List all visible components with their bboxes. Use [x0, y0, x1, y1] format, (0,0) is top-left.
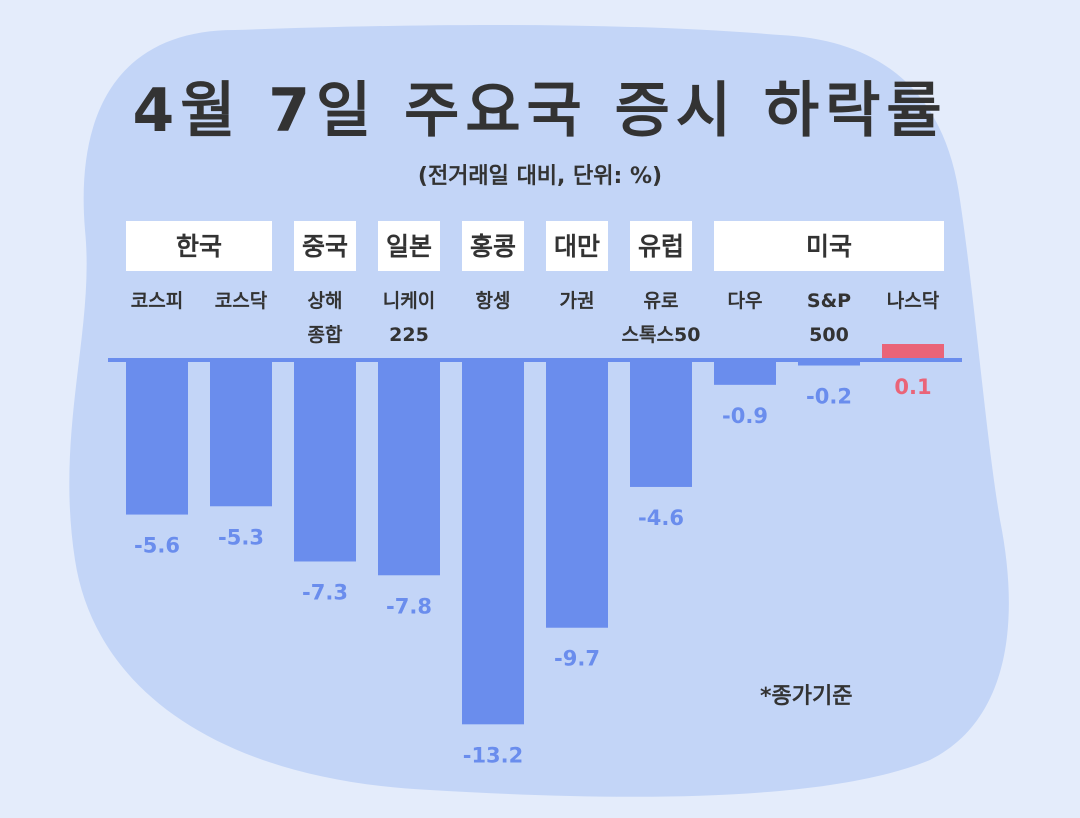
- category-label: 다우: [728, 290, 763, 312]
- value-label: -0.2: [806, 385, 852, 409]
- group-label: 중국: [302, 232, 348, 261]
- bar: [210, 360, 272, 507]
- category-label: 니케이: [383, 290, 435, 312]
- group-label: 유럽: [638, 232, 684, 261]
- group-label-box: [294, 221, 356, 271]
- group-label-box: [546, 221, 608, 271]
- category-label: 코스닥: [215, 290, 268, 312]
- bar: [462, 360, 524, 725]
- chart-title: 4월 7일 주요국 증시 하락률: [132, 76, 948, 146]
- bar: [378, 360, 440, 576]
- category-label: 항셍: [476, 290, 511, 312]
- value-label: -9.7: [554, 647, 600, 671]
- category-label: 유로: [644, 290, 679, 312]
- value-label: 0.1: [894, 375, 931, 399]
- value-label: -7.3: [302, 580, 348, 604]
- group-label-box: [378, 221, 440, 271]
- bar: [630, 360, 692, 487]
- group-label: 한국: [176, 232, 222, 261]
- group-label: 대만: [554, 232, 600, 261]
- group-label: 미국: [806, 232, 852, 261]
- group-label: 홍콩: [470, 232, 516, 261]
- category-label: 스톡스50: [622, 324, 701, 346]
- group-label-box: [462, 221, 524, 271]
- bar: [546, 360, 608, 628]
- category-label: 가권: [560, 290, 595, 312]
- bar: [798, 360, 860, 366]
- bar: [882, 344, 944, 360]
- bar: [294, 360, 356, 562]
- value-label: -4.6: [638, 506, 684, 530]
- category-label: S&P: [807, 290, 851, 312]
- bar: [714, 360, 776, 385]
- category-label: 나스닥: [887, 290, 940, 312]
- category-label: 상해: [308, 290, 343, 312]
- group-label: 일본: [386, 232, 432, 261]
- category-label: 225: [389, 324, 429, 346]
- group-label-box: [126, 221, 272, 271]
- group-label-box: [714, 221, 944, 271]
- value-label: -5.3: [218, 525, 264, 549]
- category-label: 종합: [308, 324, 343, 346]
- zero-axis-line: [108, 358, 962, 362]
- value-label: -13.2: [463, 743, 524, 767]
- chart-subtitle: (전거래일 대비, 단위: %): [417, 164, 663, 189]
- category-label: 500: [809, 324, 849, 346]
- group-label-box: [630, 221, 692, 271]
- value-label: -7.8: [386, 594, 432, 618]
- category-label: 코스피: [131, 290, 183, 312]
- footnote: *종가기준: [760, 684, 853, 709]
- value-label: -5.6: [134, 534, 180, 558]
- bar: [126, 360, 188, 515]
- background-blob-shape: [69, 25, 1009, 797]
- value-label: -0.9: [722, 404, 768, 428]
